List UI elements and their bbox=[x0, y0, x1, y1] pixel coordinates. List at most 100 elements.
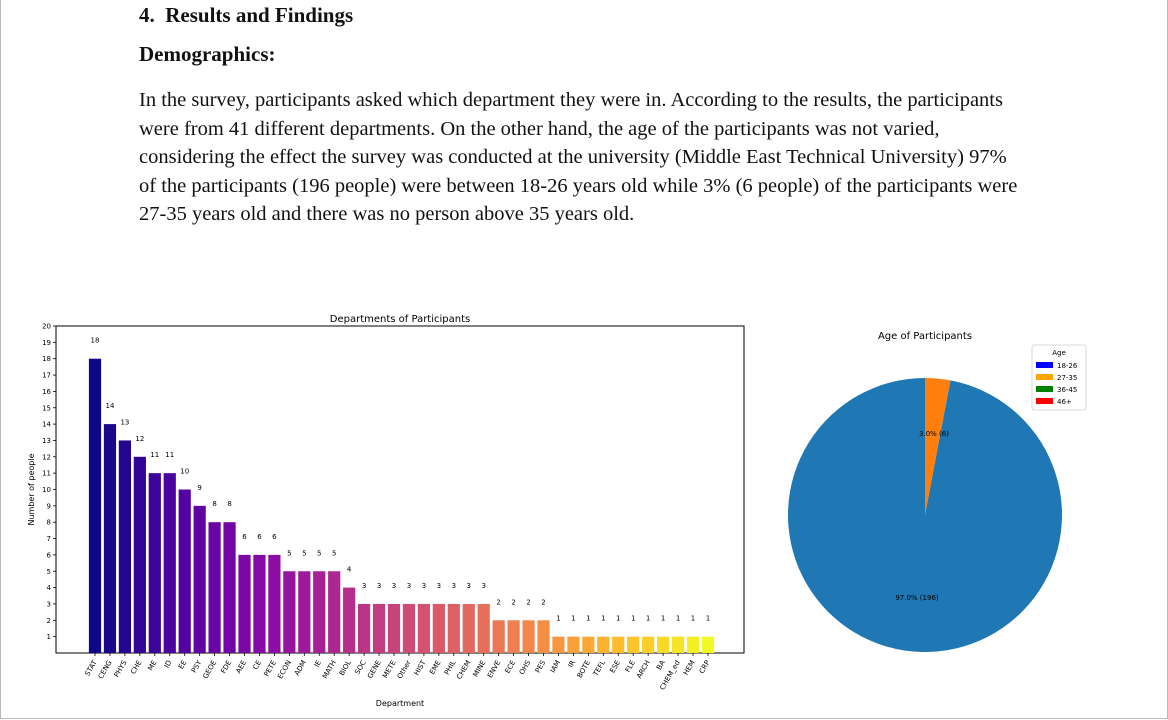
bar-chart-title: Departments of Participants bbox=[330, 314, 470, 325]
legend-swatch bbox=[1036, 386, 1053, 392]
bar bbox=[402, 603, 416, 653]
section-heading: 4. Results and Findings bbox=[139, 3, 354, 27]
data-label: 5 bbox=[317, 549, 321, 557]
data-label: 8 bbox=[227, 500, 231, 508]
bar bbox=[88, 358, 102, 653]
data-label: 6 bbox=[257, 533, 262, 541]
bar bbox=[148, 473, 161, 653]
bar bbox=[597, 636, 610, 653]
data-label: 3 bbox=[407, 582, 411, 590]
y-tick-label: 11 bbox=[42, 470, 51, 478]
bar bbox=[387, 603, 401, 653]
bar bbox=[358, 603, 371, 653]
data-label: 5 bbox=[332, 549, 336, 557]
bar bbox=[328, 571, 341, 653]
bar bbox=[238, 554, 251, 653]
data-label: 11 bbox=[150, 451, 159, 459]
data-label: 1 bbox=[571, 615, 575, 623]
data-label: 1 bbox=[706, 615, 710, 623]
y-axis-label: Number of people bbox=[27, 453, 36, 525]
bar bbox=[313, 571, 326, 653]
bar bbox=[193, 505, 206, 653]
y-tick-label: 10 bbox=[42, 486, 51, 494]
bar bbox=[671, 636, 685, 653]
data-label: 3 bbox=[452, 582, 456, 590]
data-label: 5 bbox=[302, 549, 306, 557]
data-label: 3 bbox=[392, 582, 396, 590]
bar bbox=[417, 603, 430, 653]
bar bbox=[343, 587, 356, 653]
y-tick-label: 1 bbox=[47, 633, 51, 641]
bar bbox=[133, 456, 146, 653]
data-label: 13 bbox=[120, 418, 129, 426]
bar bbox=[507, 620, 520, 653]
pie-slice-27-35 bbox=[925, 378, 951, 515]
data-label: 14 bbox=[105, 402, 114, 410]
data-label: 1 bbox=[661, 615, 665, 623]
data-label: 1 bbox=[601, 615, 605, 623]
data-label: 2 bbox=[496, 598, 500, 606]
bar bbox=[223, 522, 236, 653]
data-label: 1 bbox=[691, 615, 695, 623]
bar bbox=[253, 554, 266, 653]
legend-box bbox=[1031, 344, 1087, 411]
pie-chart-title: Age of Participants bbox=[878, 331, 972, 342]
data-label: 1 bbox=[556, 615, 560, 623]
bar bbox=[118, 440, 131, 653]
data-label: 4 bbox=[347, 566, 352, 574]
data-label: 6 bbox=[272, 533, 277, 541]
data-label: 2 bbox=[541, 598, 545, 606]
y-tick-label: 17 bbox=[42, 372, 51, 380]
data-label: 3 bbox=[467, 582, 471, 590]
data-label: 2 bbox=[511, 598, 515, 606]
y-tick-label: 5 bbox=[47, 568, 51, 576]
legend-swatch bbox=[1036, 362, 1053, 368]
data-label: 3 bbox=[422, 582, 426, 590]
legend-label: 46+ bbox=[1057, 398, 1072, 406]
data-label: 1 bbox=[676, 615, 680, 623]
y-tick-label: 13 bbox=[42, 437, 51, 445]
x-tick-label: BA bbox=[655, 659, 667, 671]
bar bbox=[372, 603, 386, 653]
y-tick-label: 8 bbox=[47, 519, 51, 527]
data-label: 2 bbox=[526, 598, 530, 606]
bar bbox=[298, 571, 311, 653]
bar bbox=[208, 522, 221, 653]
y-tick-label: 19 bbox=[42, 339, 51, 347]
x-tick-label: ID bbox=[163, 659, 174, 669]
bar bbox=[163, 473, 176, 653]
legend-label: 36-45 bbox=[1057, 386, 1077, 394]
x-axis-label: Department bbox=[376, 699, 424, 708]
data-label: 3 bbox=[481, 582, 485, 590]
data-label: 5 bbox=[287, 549, 291, 557]
bar bbox=[178, 489, 191, 653]
body-paragraph: In the survey, participants asked which … bbox=[139, 89, 1018, 225]
pie-label: 97.0% (196) bbox=[895, 594, 939, 602]
data-label: 3 bbox=[437, 582, 441, 590]
bar bbox=[567, 636, 580, 653]
bar bbox=[612, 636, 625, 653]
legend-swatch bbox=[1036, 374, 1053, 380]
bar bbox=[537, 620, 550, 653]
x-tick-label: EE bbox=[177, 659, 188, 671]
x-tick-label: IE bbox=[313, 659, 323, 669]
y-tick-label: 20 bbox=[42, 323, 51, 331]
legend-label: 18-26 bbox=[1057, 362, 1078, 370]
bar bbox=[447, 603, 460, 653]
sub-heading: Demographics: bbox=[139, 42, 276, 66]
bar bbox=[432, 603, 445, 653]
bar bbox=[642, 636, 655, 653]
y-tick-label: 16 bbox=[42, 388, 51, 396]
bar bbox=[103, 424, 117, 653]
legend-title: Age bbox=[1052, 349, 1066, 357]
bar bbox=[492, 620, 505, 653]
y-tick-label: 14 bbox=[42, 421, 51, 429]
y-tick-label: 12 bbox=[42, 453, 51, 461]
bar bbox=[701, 636, 715, 653]
y-tick-label: 15 bbox=[42, 404, 51, 412]
data-label: 11 bbox=[165, 451, 174, 459]
x-tick-label: IR bbox=[567, 659, 577, 669]
pie-label: 3.0% (6) bbox=[919, 430, 949, 438]
